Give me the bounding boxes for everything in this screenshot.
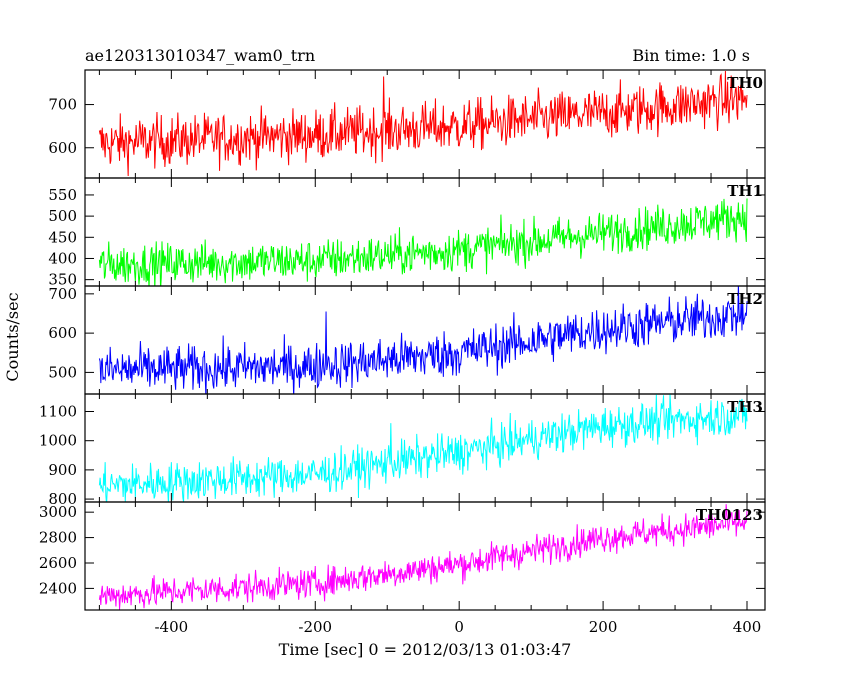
y-tick-label: 1000: [39, 432, 77, 450]
panel-th2: 500 600 700 TH2: [48, 285, 766, 395]
chart-title: ae120313010347_wam0_trn: [85, 46, 315, 65]
y-tick-label: 400: [48, 249, 77, 267]
y-tick-label: 2400: [39, 579, 77, 597]
panel-label-th2: TH2: [727, 290, 763, 308]
panel-label-th1: TH1: [727, 182, 763, 200]
y-tick-label: 500: [48, 363, 77, 381]
panel-frame: [84, 285, 766, 395]
panel-th3: 800 900 1000 1100 TH3: [39, 393, 766, 508]
panel-label-th0123: TH0123: [696, 506, 763, 524]
y-tick-label: 700: [48, 285, 77, 303]
y-tick-label: 2600: [39, 554, 77, 572]
y-tick-label: 700: [48, 96, 77, 114]
panel-label-th3: TH3: [727, 398, 763, 416]
panel-label-th0: TH0: [727, 74, 763, 92]
y-tick-label: 900: [48, 461, 77, 479]
y-tick-label: 500: [48, 207, 77, 225]
y-tick-label: 1100: [39, 403, 77, 421]
x-tick-label: 400: [733, 618, 762, 636]
y-tick-label: 350: [48, 271, 77, 289]
panel-th0: 600 700 TH0: [48, 69, 766, 179]
panel-frame: [84, 393, 766, 503]
bin-time-label: Bin time: 1.0 s: [632, 46, 750, 65]
series-line-th0123: [98, 504, 748, 610]
x-tick-label: -400: [154, 618, 188, 636]
series-line-th2: [98, 286, 748, 394]
panel-frame: [84, 177, 766, 287]
series-line-th0: [98, 71, 748, 176]
x-tick-label: 200: [589, 618, 618, 636]
panel-frame: [84, 501, 766, 611]
panels-group: 600 700 TH0 350 400 450 500 550 TH1 500 600 700 TH2 8…: [39, 69, 766, 636]
series-line-th3: [98, 394, 748, 502]
series-line-th1: [98, 198, 748, 286]
x-axis-title: Time [sec] 0 = 2012/03/13 01:03:47: [279, 640, 572, 659]
y-tick-label: 800: [48, 490, 77, 508]
panel-th1: 350 400 450 500 550 TH1: [48, 177, 766, 289]
y-tick-label: 550: [48, 186, 77, 204]
x-tick-label: 0: [454, 618, 464, 636]
y-tick-label: 600: [48, 139, 77, 157]
y-tick-label: 450: [48, 228, 77, 246]
x-tick-label: -200: [298, 618, 332, 636]
panel-th0123: 2400 2600 2800 3000 TH0123: [39, 501, 766, 611]
y-axis-title: Counts/sec: [3, 292, 22, 381]
y-tick-label: 600: [48, 324, 77, 342]
y-tick-label: 3000: [39, 503, 77, 521]
y-tick-label: 2800: [39, 529, 77, 547]
